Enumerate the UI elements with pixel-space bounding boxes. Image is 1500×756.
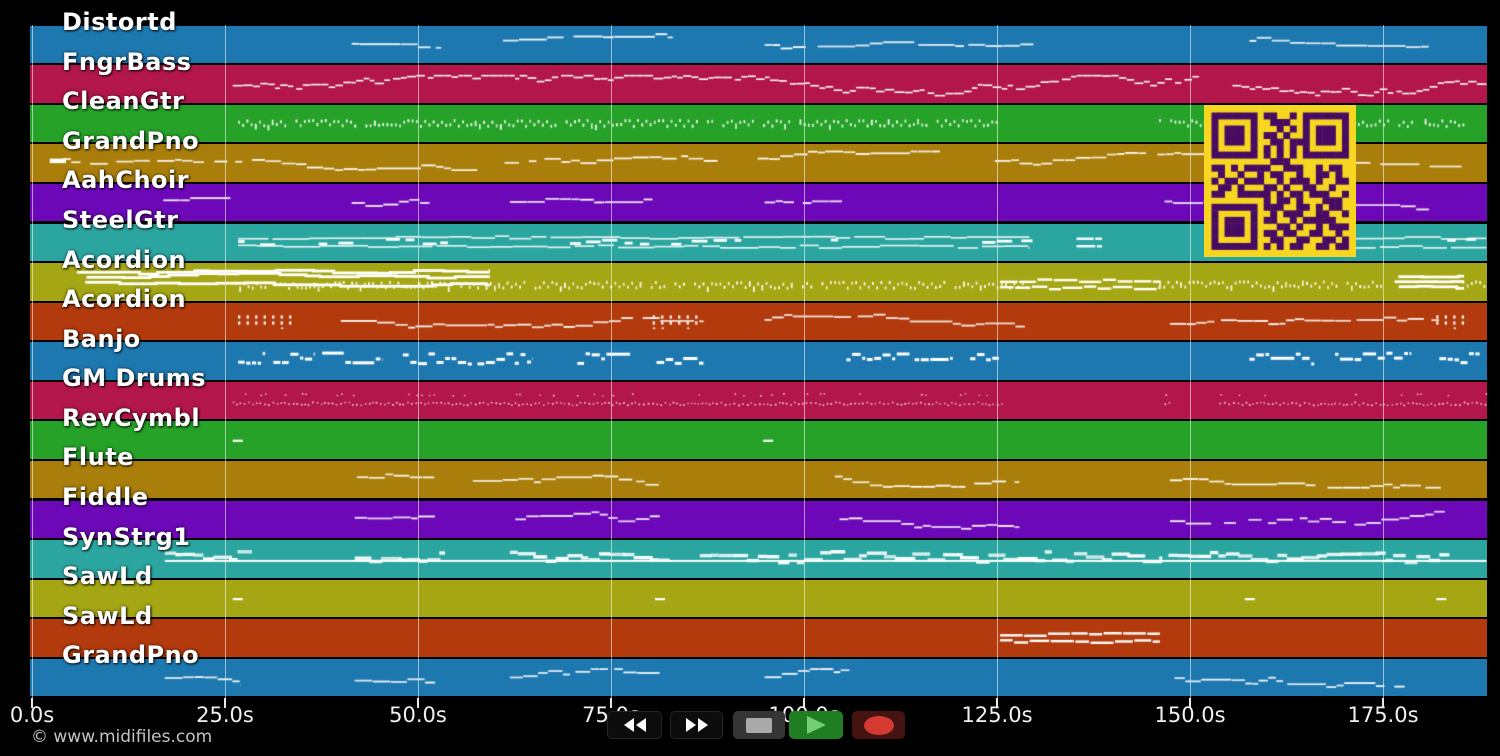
time-tick-mark <box>1382 698 1384 708</box>
time-tick-mark <box>610 698 612 708</box>
track-label: GrandPno <box>62 126 200 155</box>
rewind-icon <box>623 718 646 732</box>
track-label: CleanGtr <box>62 87 185 116</box>
fast-forward-button[interactable] <box>670 711 723 739</box>
time-tick-label: 0.0s <box>9 703 55 727</box>
time-tick-label: 125.0s <box>961 703 1033 727</box>
track-label: SawLd <box>62 562 153 591</box>
track-label: SynStrg1 <box>62 522 191 551</box>
time-tick-mark <box>417 698 419 708</box>
copyright-watermark: © www.midifiles.com <box>31 727 213 747</box>
track-label: Fiddle <box>62 483 149 512</box>
time-tick-mark <box>996 698 998 708</box>
record-button[interactable] <box>852 711 905 739</box>
time-tick-mark <box>803 698 805 708</box>
time-tick-mark <box>1189 698 1191 708</box>
stop-icon <box>746 717 772 733</box>
track-label: GM Drums <box>62 364 207 393</box>
stop-button[interactable] <box>733 711 785 739</box>
track-label: Distortd <box>62 8 177 36</box>
track-label: GrandPno <box>62 641 200 670</box>
time-tick-mark <box>31 698 33 708</box>
time-tick-label: 150.0s <box>1154 703 1226 727</box>
track-label: Flute <box>62 443 134 472</box>
track-label: SteelGtr <box>62 205 179 234</box>
play-button[interactable] <box>789 711 843 739</box>
qr-code <box>1204 105 1356 257</box>
time-tick-label: 50.0s <box>389 703 447 727</box>
rewind-button[interactable] <box>607 711 662 739</box>
time-tick-mark <box>224 698 226 708</box>
track-label: Banjo <box>62 324 141 353</box>
track-label: SawLd <box>62 601 153 630</box>
time-tick-label: 175.0s <box>1347 703 1419 727</box>
fast-forward-icon <box>685 718 708 732</box>
track-label: AahChoir <box>62 166 190 195</box>
track-label: RevCymbl <box>62 403 201 432</box>
play-icon <box>807 716 826 734</box>
track-label: FngrBass <box>62 47 192 76</box>
record-icon <box>863 715 894 735</box>
time-tick-label: 25.0s <box>196 703 254 727</box>
track-label: Acordion <box>62 245 187 274</box>
track-label: Acordion <box>62 285 187 314</box>
